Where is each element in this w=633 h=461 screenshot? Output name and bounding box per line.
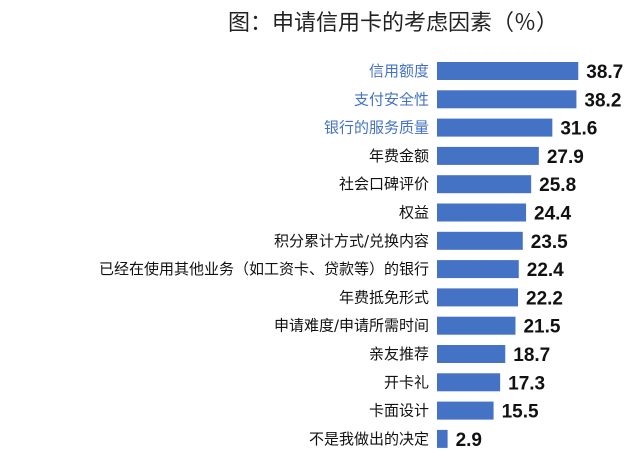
value-label: 22.4 xyxy=(527,260,564,281)
category-label: 开卡礼 xyxy=(384,373,429,391)
bar xyxy=(437,429,448,448)
value-label: 22.2 xyxy=(526,288,563,309)
category-label: 信用额度 xyxy=(369,62,429,80)
bar xyxy=(437,90,577,109)
bar xyxy=(437,146,539,165)
category-label: 亲友推荐 xyxy=(369,345,429,363)
bar xyxy=(437,288,519,307)
value-label: 27.9 xyxy=(547,147,584,168)
value-label: 17.3 xyxy=(508,373,545,394)
category-label: 银行的服务质量 xyxy=(324,119,429,137)
category-label: 权益 xyxy=(399,204,429,222)
category-label: 社会口碑评价 xyxy=(339,175,429,193)
category-label: 年费金额 xyxy=(369,147,429,165)
value-label: 2.9 xyxy=(456,430,482,451)
bar xyxy=(437,345,506,363)
value-label: 38.7 xyxy=(586,62,623,83)
value-label: 15.5 xyxy=(502,402,539,423)
value-label: 23.5 xyxy=(531,232,568,253)
bar xyxy=(437,203,527,222)
bar xyxy=(437,316,516,335)
category-label: 申请难度/申请所需时间 xyxy=(274,317,429,335)
value-label: 18.7 xyxy=(513,345,550,366)
bar xyxy=(437,401,494,420)
bar xyxy=(437,175,532,194)
bar xyxy=(437,231,523,250)
chart-title: 图：申请信用卡的考虑因素（％） xyxy=(228,11,558,36)
category-label: 年费抵免形式 xyxy=(339,288,429,306)
value-label: 31.6 xyxy=(560,119,597,140)
value-label: 21.5 xyxy=(523,317,560,338)
category-label: 支付安全性 xyxy=(354,90,429,108)
bar xyxy=(437,373,501,392)
category-label: 不是我做出的决定 xyxy=(309,430,429,448)
bar-group: 信用额度 38.7 支付安全性 38.2 银行的服务质量 31.6 年费金额 27.9 社会口碑… xyxy=(99,62,623,451)
bar xyxy=(437,260,519,279)
category-label: 已经在使用其他业务（如工资卡、贷款等）的银行 xyxy=(99,260,429,278)
bar xyxy=(437,118,553,137)
category-label: 卡面设计 xyxy=(369,402,429,420)
category-label: 积分累计方式/兑换内容 xyxy=(274,232,429,250)
value-label: 25.8 xyxy=(539,175,576,196)
value-label: 38.2 xyxy=(584,90,621,111)
bar xyxy=(437,62,579,80)
value-label: 24.4 xyxy=(534,204,571,225)
